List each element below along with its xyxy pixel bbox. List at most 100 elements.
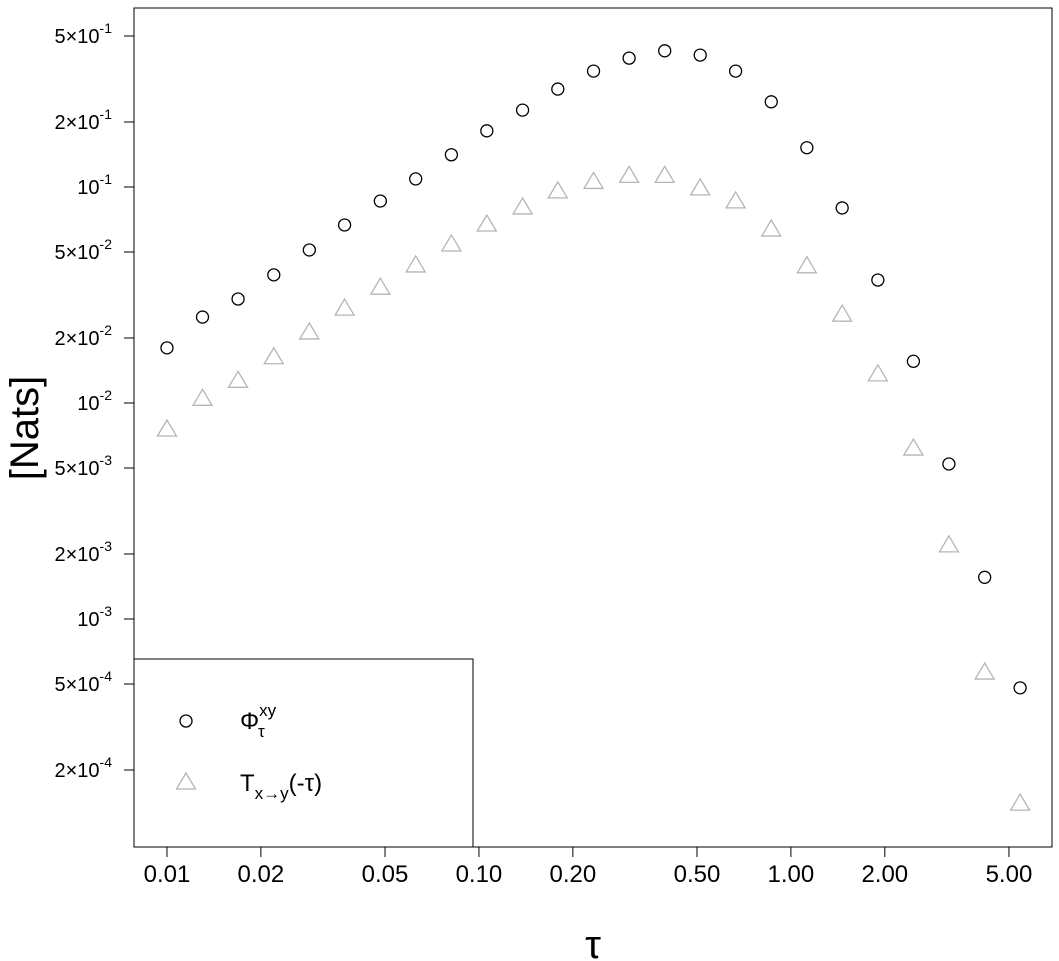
- point: [938, 534, 960, 553]
- y-tick-exponent: -4: [100, 668, 113, 684]
- point: [231, 292, 245, 306]
- y-tick-exponent: -1: [100, 106, 113, 122]
- y-tick-mantissa: 5×10: [54, 458, 99, 480]
- legend-sub: x→y: [255, 784, 290, 803]
- point: [1013, 681, 1027, 695]
- x-tick-label: 5.00: [986, 861, 1033, 888]
- legend-name: Φ: [240, 708, 259, 735]
- y-tick-label: 10-3: [77, 603, 112, 631]
- point: [622, 51, 636, 65]
- x-tick-label: 0.05: [362, 861, 409, 888]
- y-tick-exponent: -4: [100, 754, 113, 770]
- point: [160, 341, 174, 355]
- point: [547, 180, 569, 199]
- y-tick-mantissa: 10: [77, 177, 99, 199]
- y-tick-label: 2×10-3: [54, 538, 112, 566]
- point: [942, 457, 956, 471]
- point: [728, 64, 743, 78]
- x-tick-label: 0.50: [674, 861, 721, 888]
- y-tick-mantissa: 10: [77, 609, 99, 631]
- point: [409, 172, 423, 186]
- x-tick-label: 0.02: [238, 861, 285, 888]
- point: [267, 268, 281, 282]
- y-tick-label: 5×10-2: [54, 236, 112, 264]
- y-tick-exponent: -1: [100, 171, 113, 187]
- point: [800, 141, 814, 155]
- point: [724, 190, 747, 209]
- plot-frame: [133, 7, 1053, 848]
- legend-label: Φxy τ: [240, 701, 277, 741]
- point: [831, 303, 853, 322]
- legend-sub: τ: [258, 722, 265, 741]
- point: [191, 388, 214, 406]
- point: [298, 321, 320, 340]
- y-tick-mantissa: 5×10: [54, 674, 99, 696]
- y-tick-label: 10-1: [77, 171, 112, 199]
- legend-name: T: [240, 770, 255, 797]
- y-tick-label: 5×10-1: [54, 20, 112, 48]
- point: [760, 218, 782, 237]
- y-tick-exponent: -3: [100, 452, 113, 468]
- point: [333, 297, 356, 316]
- point: [337, 218, 352, 232]
- point: [302, 243, 316, 257]
- point: [373, 194, 387, 208]
- point: [444, 148, 459, 162]
- y-tick-mantissa: 2×10: [54, 544, 99, 566]
- y-tick-exponent: -2: [100, 387, 113, 403]
- legend-marker: [175, 771, 197, 790]
- y-tick-mantissa: 10: [77, 393, 99, 415]
- y-tick-exponent: -3: [100, 603, 113, 619]
- y-tick-exponent: -2: [100, 236, 113, 252]
- x-tick-label: 0.10: [456, 861, 503, 888]
- point: [978, 570, 992, 584]
- y-tick-label: 10-2: [77, 387, 112, 415]
- x-tick-label: 0.20: [549, 861, 596, 888]
- point: [227, 370, 249, 388]
- point: [476, 213, 498, 232]
- x-axis-label: τ: [585, 923, 601, 961]
- point: [551, 82, 565, 96]
- point: [582, 171, 605, 190]
- point: [369, 276, 391, 295]
- point: [195, 310, 210, 324]
- y-tick-label: 2×10-4: [54, 754, 112, 782]
- legend-label: Tx→y(-τ): [240, 770, 322, 803]
- point: [654, 165, 676, 184]
- y-tick-exponent: -3: [100, 538, 113, 554]
- point: [902, 437, 925, 456]
- point: [440, 233, 463, 252]
- point: [658, 44, 672, 58]
- y-tick-mantissa: 2×10: [54, 112, 99, 134]
- point: [515, 103, 530, 117]
- point: [405, 254, 427, 273]
- point: [480, 124, 494, 138]
- point: [586, 64, 601, 78]
- point: [764, 95, 778, 109]
- y-tick-mantissa: 5×10: [54, 26, 99, 48]
- x-tick-label: 2.00: [861, 861, 908, 888]
- point: [871, 273, 885, 287]
- y-tick-label: 5×10-4: [54, 668, 112, 696]
- point: [693, 48, 707, 62]
- legend-marker: [179, 714, 193, 728]
- point: [974, 661, 996, 680]
- point: [618, 165, 640, 184]
- point: [156, 418, 178, 437]
- x-tick-label: 1.00: [768, 861, 815, 888]
- y-tick-exponent: -1: [100, 20, 113, 36]
- point: [511, 196, 534, 215]
- y-tick-exponent: -2: [100, 322, 113, 338]
- point: [796, 255, 818, 274]
- y-tick-mantissa: 5×10: [54, 242, 99, 264]
- y-tick-mantissa: 2×10: [54, 760, 99, 782]
- legend-sup: xy: [259, 701, 277, 720]
- point: [835, 201, 849, 215]
- legend-suffix: (-τ): [289, 770, 322, 797]
- legend-box: [133, 658, 474, 848]
- point: [263, 346, 285, 365]
- x-tick-label: 0.01: [144, 861, 191, 888]
- y-tick-label: 5×10-3: [54, 452, 112, 480]
- point: [689, 177, 711, 196]
